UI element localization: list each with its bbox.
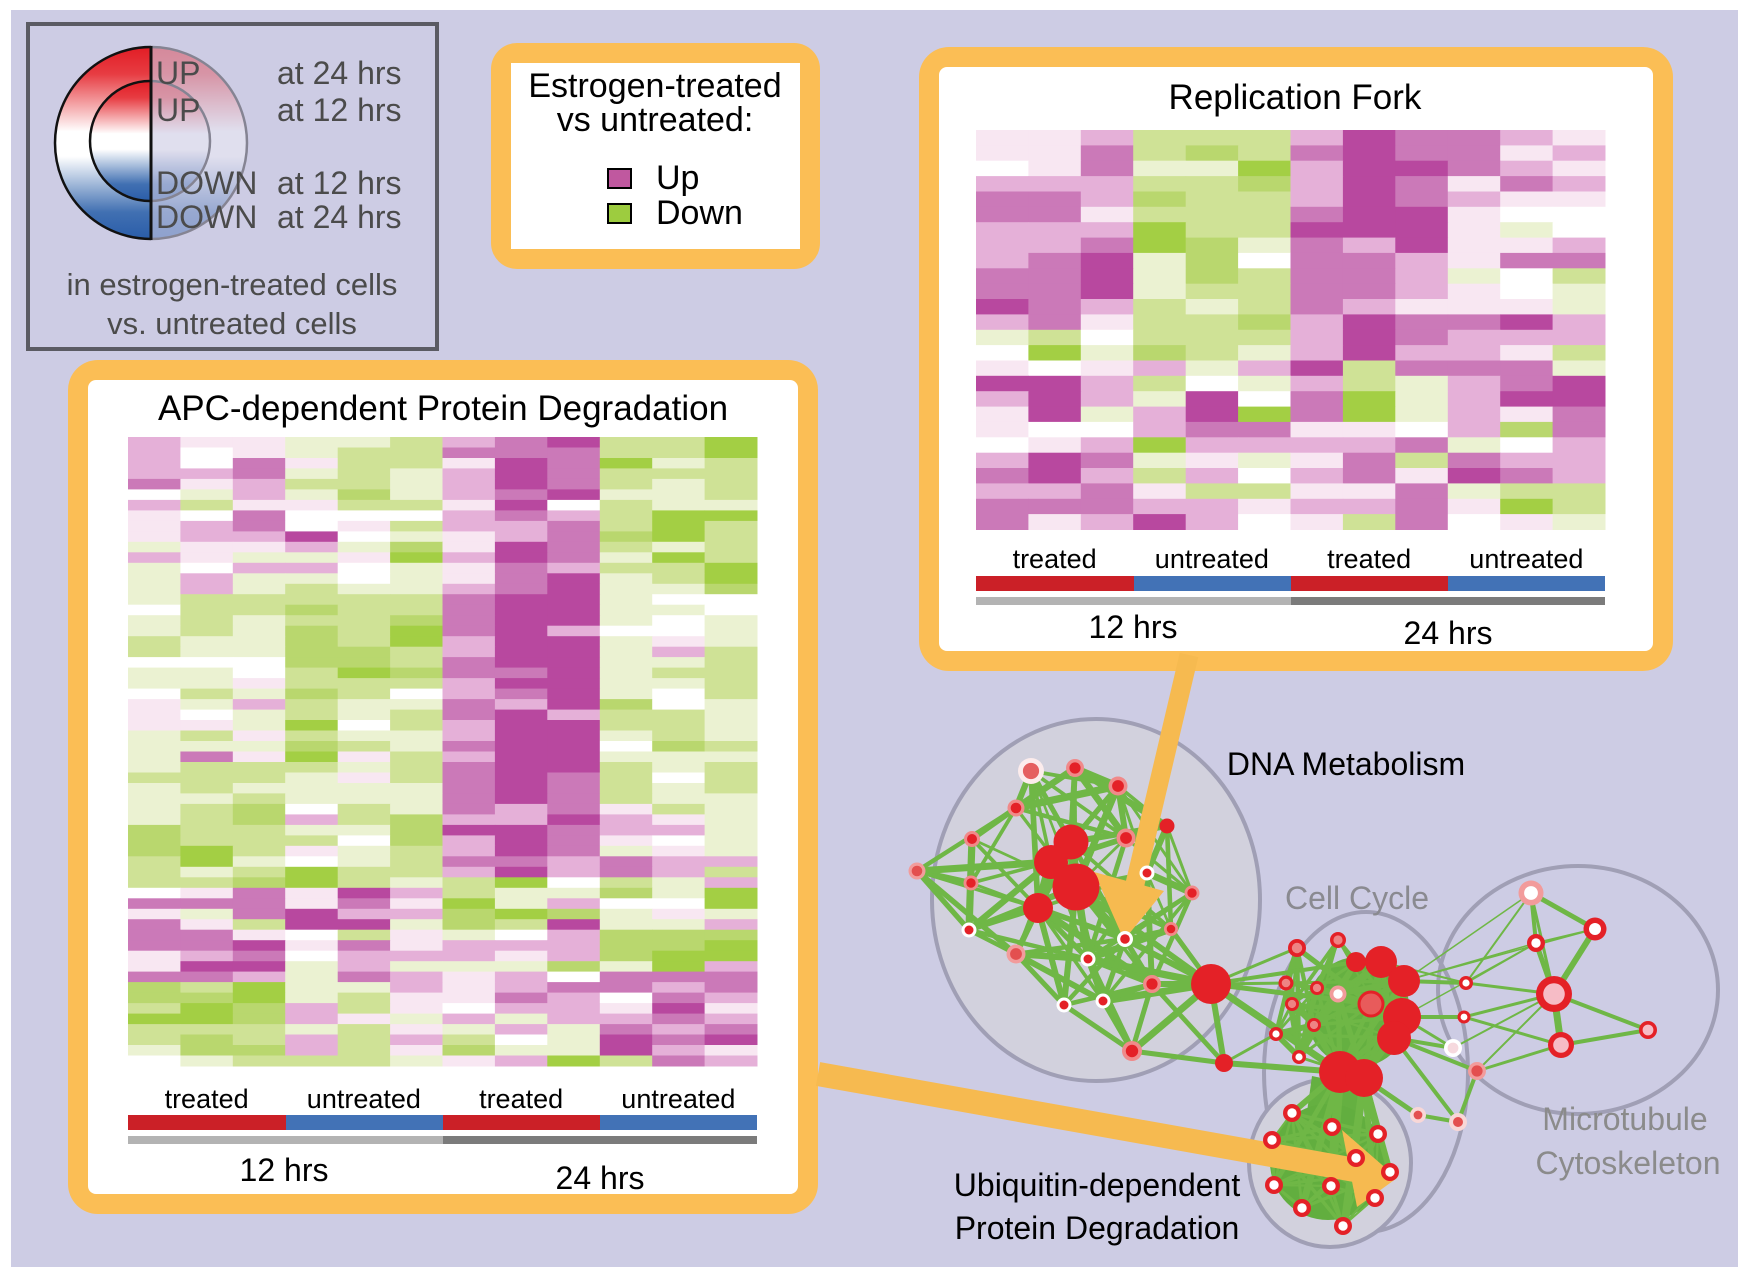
- svg-text:treated: treated: [1013, 544, 1097, 574]
- svg-text:Protein Degradation: Protein Degradation: [955, 1210, 1240, 1246]
- svg-text:vs untreated:: vs untreated:: [557, 101, 754, 139]
- svg-text:UP: UP: [156, 55, 200, 91]
- svg-text:untreated: untreated: [1155, 544, 1269, 574]
- svg-text:Cytoskeleton: Cytoskeleton: [1536, 1145, 1721, 1181]
- svg-text:Ubiquitin-dependent: Ubiquitin-dependent: [954, 1167, 1241, 1203]
- svg-text:Replication Fork: Replication Fork: [1169, 78, 1422, 117]
- svg-text:24 hrs: 24 hrs: [556, 1160, 645, 1196]
- svg-text:Estrogen-treated: Estrogen-treated: [528, 67, 781, 105]
- svg-text:treated: treated: [1327, 544, 1411, 574]
- svg-text:12 hrs: 12 hrs: [240, 1152, 329, 1188]
- svg-text:24 hrs: 24 hrs: [1404, 615, 1493, 651]
- svg-text:at 12 hrs: at 12 hrs: [277, 165, 402, 201]
- svg-text:Cell Cycle: Cell Cycle: [1285, 880, 1429, 916]
- svg-text:12 hrs: 12 hrs: [1089, 609, 1178, 645]
- svg-text:DOWN: DOWN: [156, 165, 257, 201]
- svg-text:DOWN: DOWN: [156, 199, 257, 235]
- svg-text:untreated: untreated: [307, 1084, 421, 1114]
- svg-text:treated: treated: [479, 1084, 563, 1114]
- svg-text:APC-dependent Protein Degradat: APC-dependent Protein Degradation: [158, 389, 728, 428]
- svg-text:Microtubule: Microtubule: [1542, 1101, 1707, 1137]
- svg-text:untreated: untreated: [1469, 544, 1583, 574]
- svg-text:at 12 hrs: at 12 hrs: [277, 92, 402, 128]
- svg-text:UP: UP: [156, 92, 200, 128]
- svg-text:treated: treated: [165, 1084, 249, 1114]
- svg-text:DNA Metabolism: DNA Metabolism: [1227, 746, 1465, 782]
- svg-text:Up: Up: [656, 159, 699, 197]
- svg-text:untreated: untreated: [621, 1084, 735, 1114]
- svg-text:Down: Down: [656, 194, 743, 232]
- svg-text:at 24 hrs: at 24 hrs: [277, 55, 402, 91]
- svg-text:vs. untreated cells: vs. untreated cells: [107, 306, 357, 341]
- svg-text:in estrogen-treated cells: in estrogen-treated cells: [67, 267, 398, 302]
- svg-text:at 24 hrs: at 24 hrs: [277, 199, 402, 235]
